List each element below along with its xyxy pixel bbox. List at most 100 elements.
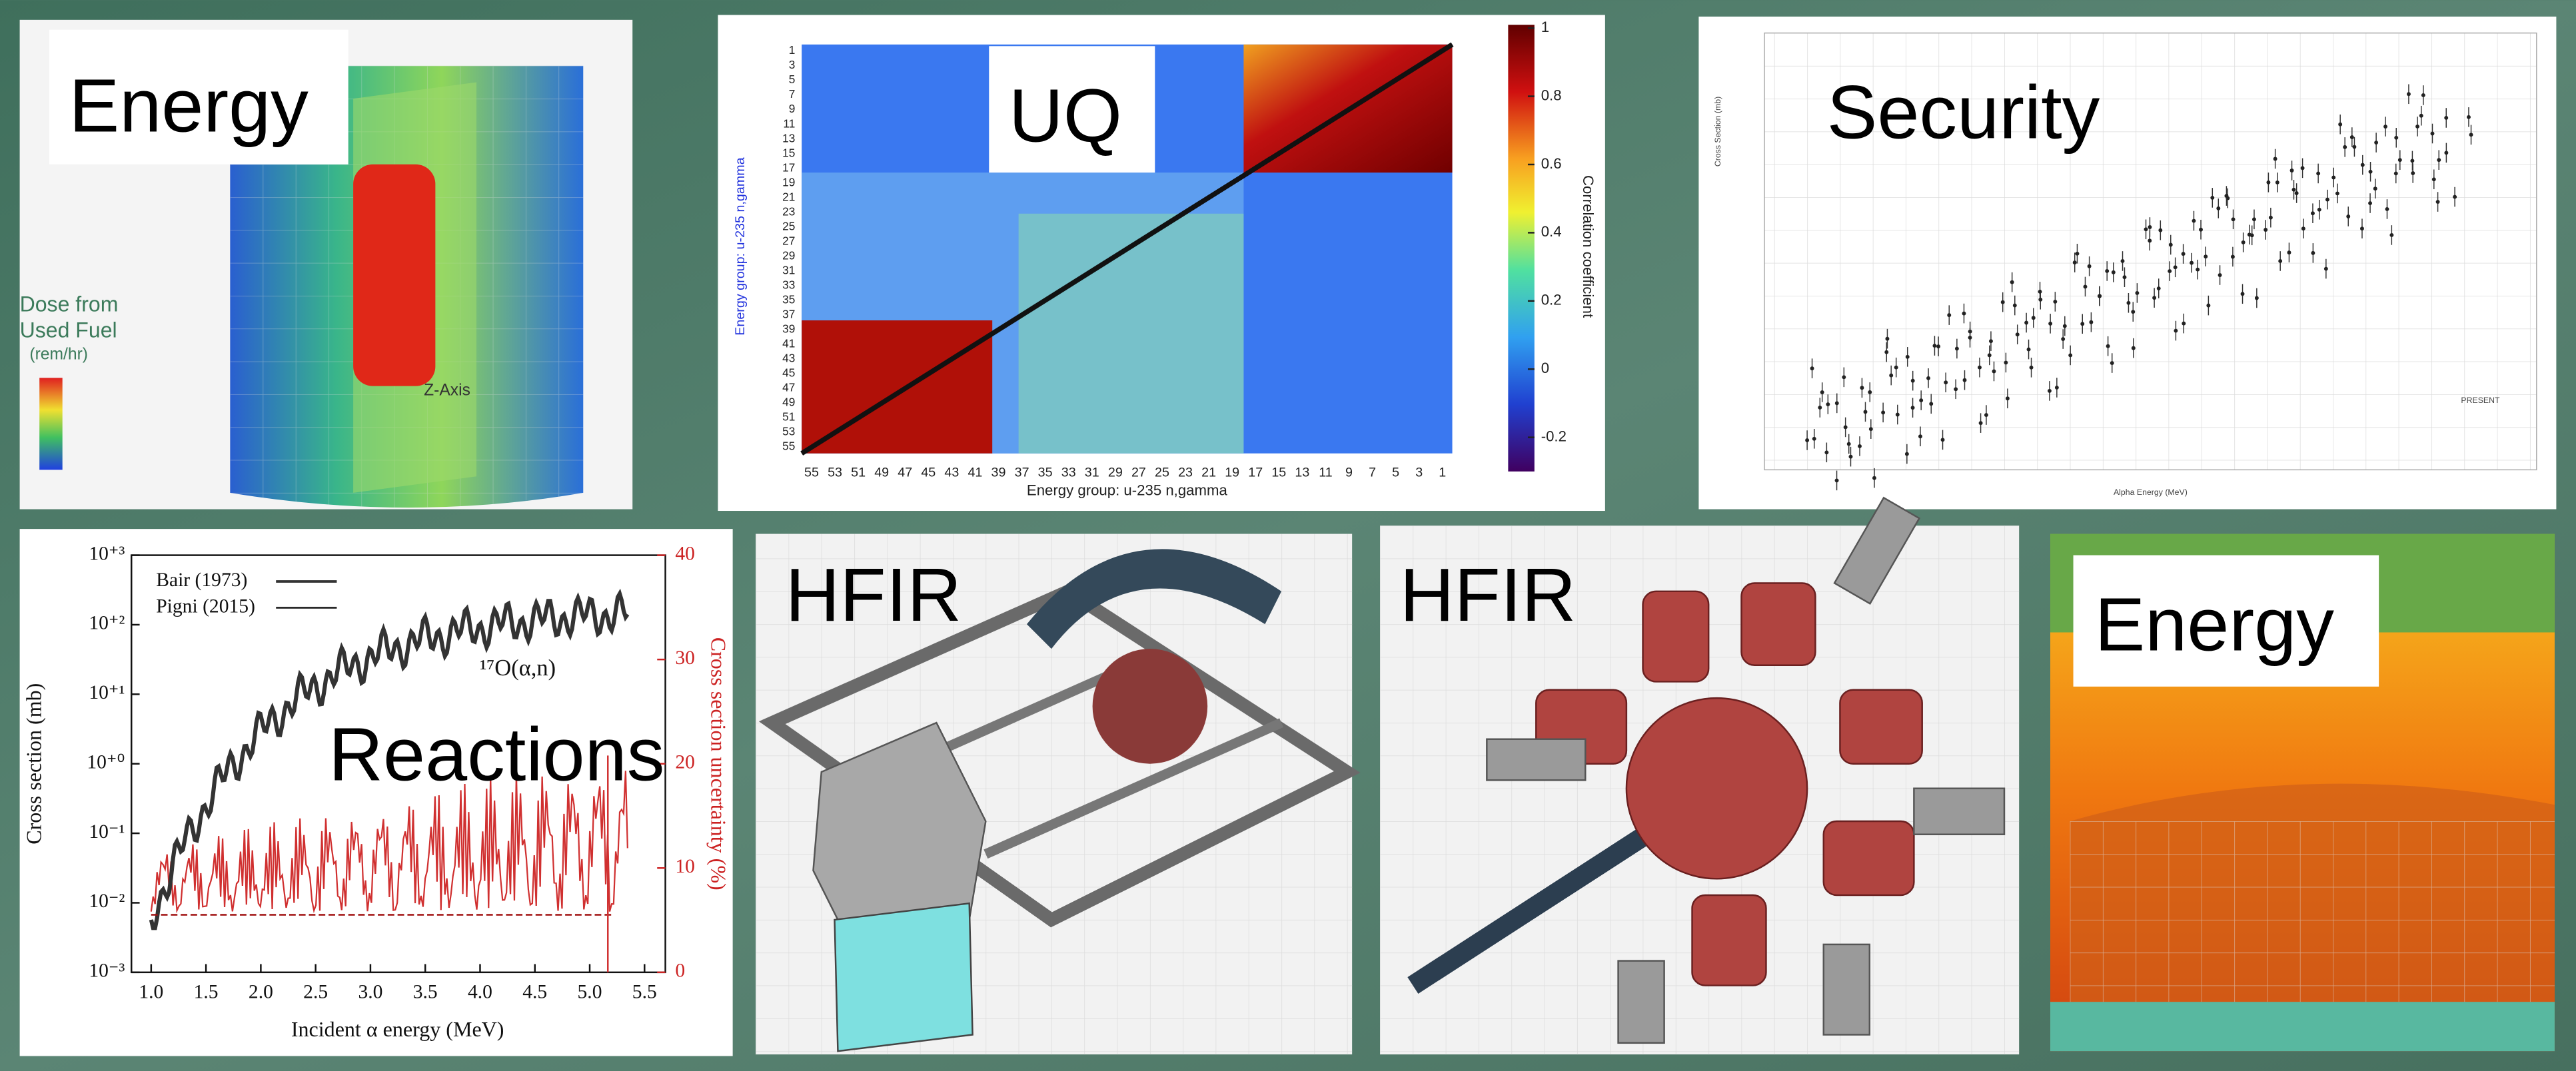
point — [1947, 313, 1952, 318]
point — [1848, 454, 1853, 459]
y-axis-label: Energy group: u-235 n,gamma — [733, 157, 748, 335]
x-tick-label: 13 — [1295, 466, 1309, 480]
point — [2072, 260, 2077, 265]
point — [2026, 347, 2031, 352]
y-tick-label: 10⁺¹ — [89, 682, 125, 703]
point — [2437, 158, 2441, 163]
point — [2374, 141, 2379, 145]
point — [2005, 396, 2010, 401]
point — [1962, 378, 1967, 382]
point — [2080, 322, 2085, 326]
x-axis-label: Alpha Energy (MeV) — [2114, 488, 2188, 497]
point — [2252, 217, 2256, 222]
y-tick-label: 27 — [782, 234, 795, 247]
x-tick-label: 45 — [921, 466, 936, 480]
point — [2131, 346, 2136, 350]
detectors — [1092, 649, 1208, 764]
y-axis-label: Cross Section (mb) — [1713, 97, 1722, 167]
point — [2196, 267, 2200, 272]
point — [2029, 365, 2034, 370]
point — [1987, 353, 1992, 358]
y-tick-label: 39 — [782, 322, 795, 335]
stand — [834, 902, 973, 1052]
y-tick-label: 5 — [789, 73, 796, 86]
point — [2224, 194, 2229, 198]
point — [2360, 226, 2364, 231]
x-tick-label: 39 — [991, 466, 1006, 480]
point — [2110, 361, 2114, 366]
x-tick-label: 41 — [967, 466, 982, 480]
point — [2231, 217, 2236, 222]
point — [2000, 300, 2005, 304]
y-tick-label: 10⁺⁰ — [87, 751, 125, 773]
point — [1881, 410, 1886, 415]
point — [2230, 254, 2235, 259]
point — [2383, 125, 2387, 129]
point — [1843, 425, 1848, 430]
y-tick-label: 10⁻³ — [89, 960, 125, 982]
x-tick-label: 53 — [828, 466, 842, 480]
point — [2106, 344, 2110, 348]
point — [2444, 151, 2449, 155]
x-tick-label: 5.0 — [578, 982, 602, 1003]
point — [2467, 115, 2471, 119]
point — [2254, 296, 2259, 300]
point — [2331, 175, 2336, 180]
y-tick-label: 23 — [782, 204, 795, 218]
point — [2120, 258, 2125, 263]
point — [2122, 275, 2127, 280]
x-tick-label: 55 — [804, 466, 819, 480]
point — [1918, 434, 1922, 439]
diagonal — [800, 42, 1454, 456]
y-tick-label: 17 — [782, 161, 795, 174]
y-tick-label: 35 — [782, 292, 795, 306]
panel-label: HFIR — [786, 553, 962, 637]
y-tick-label: 19 — [782, 175, 795, 188]
y2-tick-label: 30 — [675, 647, 695, 669]
panel-label: Energy — [69, 63, 309, 148]
x-axis-label: Incident α energy (MeV) — [291, 1017, 504, 1041]
point — [2192, 218, 2196, 223]
point — [1826, 402, 1830, 406]
security-panel: Security Alpha Energy (MeV) Cross Sectio… — [1698, 16, 2557, 510]
y-tick-label: 53 — [782, 424, 795, 438]
point — [2415, 125, 2420, 129]
y-tick-label: 45 — [782, 366, 795, 379]
legend-title: Used Fuel — [20, 318, 117, 342]
point — [2126, 300, 2131, 305]
point — [2278, 259, 2283, 263]
point — [1954, 346, 1959, 351]
colorbar-tick-label: -0.2 — [1541, 428, 1567, 444]
point — [2311, 211, 2315, 216]
y-tick-label: 51 — [782, 410, 795, 423]
point — [2168, 269, 2172, 274]
colorbar-label: Correlation coefficient — [1580, 175, 1597, 318]
plot-frame — [1764, 32, 2537, 471]
y-tick-label: 3 — [789, 58, 796, 71]
y-tick-label: 33 — [782, 278, 795, 291]
point — [1992, 369, 1996, 374]
colorbar-tick-label: 0.4 — [1541, 223, 1562, 240]
x-axis-label: Energy group: u-235 n,gamma — [1027, 482, 1228, 498]
point — [2087, 264, 2092, 268]
point — [2335, 191, 2339, 196]
point — [1929, 402, 1934, 406]
point — [2047, 388, 2052, 393]
point — [1889, 373, 1894, 378]
point — [1978, 365, 1982, 370]
y-tick-label: 25 — [782, 219, 795, 232]
point — [2385, 207, 2389, 211]
y-tick-label: 29 — [782, 248, 795, 262]
x-tick-label: 33 — [1061, 466, 1076, 480]
y-tick-label: 1 — [789, 43, 796, 57]
point — [2105, 268, 2110, 273]
colorbar-tick-label: 0.6 — [1541, 155, 1562, 172]
point — [2012, 303, 2017, 308]
point — [1926, 376, 1930, 380]
point — [1885, 336, 1890, 341]
point — [2240, 292, 2245, 296]
point — [2089, 320, 2094, 324]
x-tick-label: 9 — [1345, 466, 1353, 480]
x-tick-label: 5 — [1392, 466, 1399, 480]
point — [2174, 328, 2178, 333]
